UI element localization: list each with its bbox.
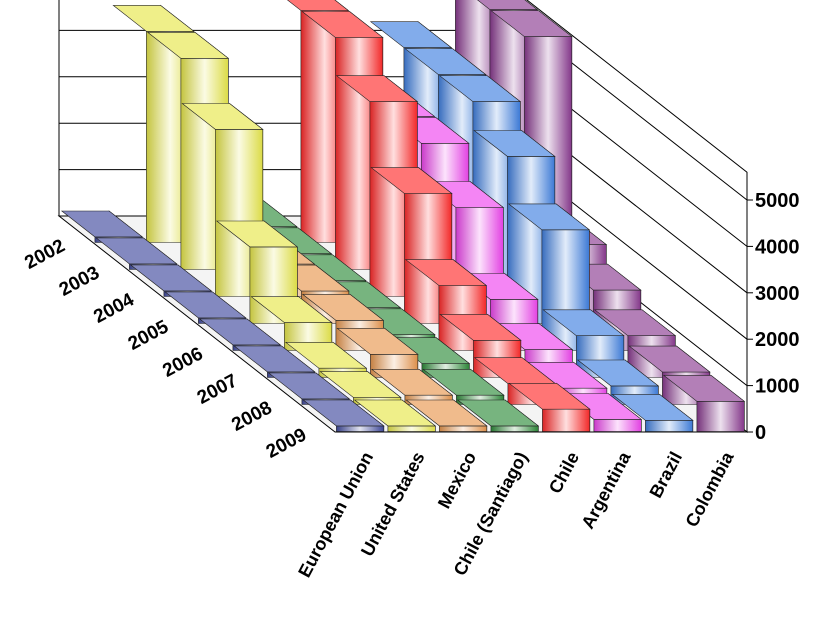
ribbon-top xyxy=(95,237,178,265)
category-label: Argentina xyxy=(578,448,636,532)
y-tick-label: 3000 xyxy=(755,283,800,305)
ribbon-top xyxy=(233,345,316,373)
series-ribbon-0 xyxy=(60,210,385,433)
ribbon-top xyxy=(112,5,195,32)
category-label: Colombia xyxy=(681,448,738,531)
ribbon-top xyxy=(611,394,694,421)
ribbon-top xyxy=(370,368,454,396)
ribbon-top xyxy=(508,382,591,410)
y-tick-label: 1000 xyxy=(755,376,800,398)
ribbon-top xyxy=(628,345,711,373)
ribbon-top xyxy=(284,341,368,369)
ribbon-top xyxy=(60,210,144,238)
data-point xyxy=(542,408,591,432)
y-tick-label: 5000 xyxy=(755,190,800,212)
data-point xyxy=(696,400,745,432)
category-label: Chile xyxy=(545,448,583,496)
ribbon-top xyxy=(404,48,487,75)
data-point xyxy=(645,419,694,432)
ribbon-top xyxy=(353,399,437,427)
data-ribbons xyxy=(60,0,746,433)
ribbon-top xyxy=(267,372,351,400)
ribbon-top xyxy=(215,220,299,248)
ribbon-top xyxy=(336,327,419,355)
ribbon-top xyxy=(146,32,230,59)
year-label: 2008 xyxy=(228,397,275,435)
year-label: 2007 xyxy=(194,370,241,408)
ribbon-top xyxy=(593,309,677,337)
year-label: 2002 xyxy=(21,235,68,273)
ribbon-top xyxy=(302,399,385,427)
ribbon-top xyxy=(490,10,573,37)
ribbon-top xyxy=(301,294,385,321)
data-point xyxy=(387,425,436,432)
ribbon-top xyxy=(404,259,488,286)
ribbon-top xyxy=(477,0,539,10)
ribbon-top xyxy=(405,399,488,427)
data-point xyxy=(490,425,539,432)
data-point xyxy=(593,419,642,432)
ribbon-top xyxy=(576,359,660,387)
y-tick-label: 4000 xyxy=(755,236,800,258)
ribbon-top xyxy=(473,130,556,157)
ribbon-top xyxy=(439,314,522,341)
ribbon-top xyxy=(542,309,625,337)
ribbon-top xyxy=(422,368,505,396)
ribbon-top xyxy=(129,264,213,292)
year-label: 2003 xyxy=(56,262,103,300)
year-label: 2005 xyxy=(125,316,173,355)
data-point xyxy=(439,425,488,432)
ribbon-top xyxy=(301,11,384,38)
ribbon-top xyxy=(287,0,350,11)
ribbon-top xyxy=(335,75,419,102)
category-label: Brazil xyxy=(645,448,686,501)
series-ribbon-1 xyxy=(112,4,437,433)
gridline xyxy=(490,0,748,201)
ribbon-top xyxy=(456,399,540,427)
y-tick-label: 2000 xyxy=(755,329,800,351)
year-label: 2009 xyxy=(263,424,310,462)
series-ribbon-4 xyxy=(287,0,591,433)
year-label: 2006 xyxy=(159,343,206,381)
category-label: Mexico xyxy=(434,448,480,511)
data-point xyxy=(336,425,385,432)
y-tick-label: 0 xyxy=(755,422,766,444)
year-label: 2004 xyxy=(90,289,138,328)
y-axis-ticks: 0 1000 2000 3000 4000 5000 xyxy=(747,190,800,444)
ribbon-top xyxy=(198,318,282,346)
ribbon-top xyxy=(369,21,453,48)
ribbon-top xyxy=(164,291,247,319)
ribbon-top xyxy=(438,75,522,102)
ribbon-top xyxy=(319,371,402,398)
ribbon-top xyxy=(507,203,591,231)
ribbon-top xyxy=(370,167,453,194)
ribbon-top xyxy=(250,296,333,323)
category-label: European Union xyxy=(294,448,377,580)
ribbon-top xyxy=(181,103,264,130)
ribbon-top xyxy=(662,375,746,402)
